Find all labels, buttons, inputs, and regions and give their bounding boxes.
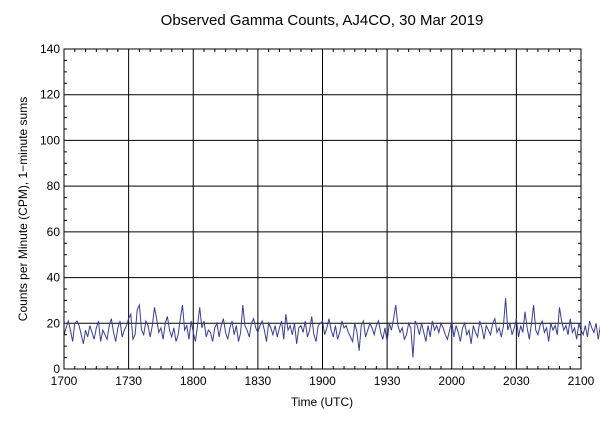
- x-tick-label: 2000: [438, 374, 465, 388]
- y-axis-label: Counts per Minute (CPM), 1−minute sums: [16, 97, 30, 321]
- y-tick-label: 60: [47, 225, 61, 239]
- x-axis-label: Time (UTC): [291, 395, 353, 409]
- plot-frame: [63, 48, 582, 370]
- y-tick-labels: 0 20 40 60 80 100 120 140: [40, 42, 60, 376]
- y-tick-label: 40: [47, 271, 61, 285]
- x-tick-label: 1700: [51, 374, 78, 388]
- y-tick-label: 0: [53, 362, 60, 376]
- x-tick-label: 2100: [568, 374, 595, 388]
- y-tick-label: 140: [40, 42, 60, 56]
- y-tick-label: 100: [40, 133, 60, 147]
- x-tick-label: 2030: [503, 374, 530, 388]
- y-tick-label: 120: [40, 88, 60, 102]
- x-tick-label: 1730: [115, 374, 142, 388]
- x-grid-lines: [128, 49, 517, 369]
- x-tick-label: 1930: [374, 374, 401, 388]
- x-tick-label: 1830: [245, 374, 272, 388]
- cpm-series-line: [63, 298, 600, 358]
- x-tick-label: 1900: [309, 374, 336, 388]
- x-tick-label: 1800: [180, 374, 207, 388]
- y-tick-label: 80: [47, 179, 61, 193]
- chart-title: Observed Gamma Counts, AJ4CO, 30 Mar 201…: [161, 12, 484, 29]
- y-tick-label: 20: [47, 316, 61, 330]
- x-tick-labels: 1700 1730 1800 1830 1900 1930 2000 2030 2100: [51, 374, 595, 388]
